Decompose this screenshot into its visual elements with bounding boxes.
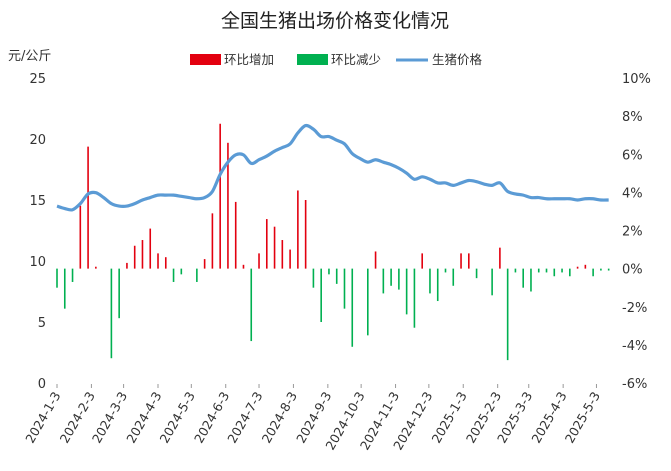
bar-decrease bbox=[608, 269, 610, 271]
legend-label-increase: 环比增加 bbox=[224, 52, 274, 67]
bar-increase bbox=[212, 213, 214, 268]
legend-label-price: 生猪价格 bbox=[432, 52, 483, 67]
legend-swatch-decrease bbox=[297, 54, 328, 65]
bar-increase bbox=[289, 250, 291, 269]
bar-decrease bbox=[530, 269, 532, 292]
bar-decrease bbox=[313, 269, 315, 288]
right-tick-label: 6% bbox=[622, 148, 643, 163]
bar-decrease bbox=[538, 269, 540, 273]
left-tick-label: 15 bbox=[29, 194, 46, 209]
legend-label-decrease: 环比减少 bbox=[331, 52, 381, 67]
right-tick-label: -6% bbox=[622, 377, 647, 392]
bar-increase bbox=[468, 253, 470, 268]
bar-increase bbox=[165, 257, 167, 268]
legend: 环比增加 环比减少 生猪价格 bbox=[190, 52, 483, 67]
bar-increase bbox=[266, 219, 268, 269]
left-tick-label: 0 bbox=[38, 377, 46, 392]
bar-increase bbox=[134, 246, 136, 269]
bar-increase bbox=[375, 251, 377, 268]
bar-increase bbox=[243, 265, 245, 269]
bar-increase bbox=[460, 253, 462, 268]
right-tick-label: -4% bbox=[622, 339, 647, 354]
bar-decrease bbox=[336, 269, 338, 284]
left-tick-label: 10 bbox=[29, 255, 46, 270]
bar-increase bbox=[149, 229, 151, 269]
bar-decrease bbox=[452, 269, 454, 286]
bar-decrease bbox=[515, 269, 517, 273]
left-axis-label: 元/公斤 bbox=[8, 49, 51, 64]
bar-decrease bbox=[390, 269, 392, 286]
bar-increase bbox=[297, 190, 299, 268]
bar-decrease bbox=[328, 269, 330, 275]
bar-decrease bbox=[181, 269, 183, 275]
chart-title: 全国生猪出场价格变化情况 bbox=[221, 10, 449, 32]
bar-decrease bbox=[569, 269, 571, 277]
bar-decrease bbox=[320, 269, 322, 322]
left-tick-label: 5 bbox=[38, 316, 46, 331]
bar-decrease bbox=[383, 269, 385, 294]
bar-decrease bbox=[351, 269, 353, 347]
right-tick-label: 8% bbox=[622, 110, 643, 125]
left-tick-label: 25 bbox=[29, 72, 46, 87]
bar-decrease bbox=[196, 269, 198, 282]
bar-increase bbox=[282, 240, 284, 269]
bar-decrease bbox=[592, 269, 594, 277]
bar-decrease bbox=[64, 269, 66, 309]
bar-decrease bbox=[173, 269, 175, 282]
bar-decrease bbox=[546, 269, 548, 273]
right-tick-label: 0% bbox=[622, 263, 643, 278]
bar-increase bbox=[95, 267, 97, 269]
bar-decrease bbox=[429, 269, 431, 294]
right-tick-label: -2% bbox=[622, 301, 647, 316]
bar-decrease bbox=[414, 269, 416, 328]
bar-decrease bbox=[437, 269, 439, 301]
left-tick-label: 20 bbox=[29, 133, 46, 148]
bar-decrease bbox=[522, 269, 524, 288]
bar-decrease bbox=[561, 269, 563, 273]
bar-decrease bbox=[344, 269, 346, 309]
bar-increase bbox=[305, 200, 307, 269]
right-tick-label: 4% bbox=[622, 186, 643, 201]
bar-decrease bbox=[476, 269, 478, 279]
bar-decrease bbox=[553, 269, 555, 277]
bar-increase bbox=[258, 253, 260, 268]
bar-increase bbox=[219, 124, 221, 269]
bar-decrease bbox=[250, 269, 252, 341]
bar-increase bbox=[204, 259, 206, 269]
bar-increase bbox=[499, 248, 501, 269]
bar-decrease bbox=[406, 269, 408, 315]
bar-increase bbox=[235, 202, 237, 269]
bar-increase bbox=[126, 263, 128, 269]
bar-decrease bbox=[507, 269, 509, 361]
bar-decrease bbox=[600, 269, 602, 271]
bar-decrease bbox=[367, 269, 369, 336]
bar-decrease bbox=[491, 269, 493, 296]
bar-decrease bbox=[398, 269, 400, 290]
bar-increase bbox=[421, 253, 423, 268]
price-line bbox=[57, 125, 609, 210]
right-tick-label: 2% bbox=[622, 225, 643, 240]
bar-increase bbox=[142, 240, 144, 269]
right-tick-label: 10% bbox=[622, 72, 651, 87]
bar-increase bbox=[585, 265, 587, 269]
bar-increase bbox=[157, 253, 159, 268]
bar-increase bbox=[87, 147, 89, 269]
bar-increase bbox=[274, 227, 276, 269]
legend-swatch-increase bbox=[190, 54, 221, 65]
bar-decrease bbox=[445, 269, 447, 273]
bar-increase bbox=[577, 267, 579, 269]
bar-increase bbox=[80, 206, 82, 269]
bar-decrease bbox=[56, 269, 58, 288]
bar-decrease bbox=[72, 269, 74, 282]
bar-decrease bbox=[118, 269, 120, 319]
bar-decrease bbox=[111, 269, 113, 359]
